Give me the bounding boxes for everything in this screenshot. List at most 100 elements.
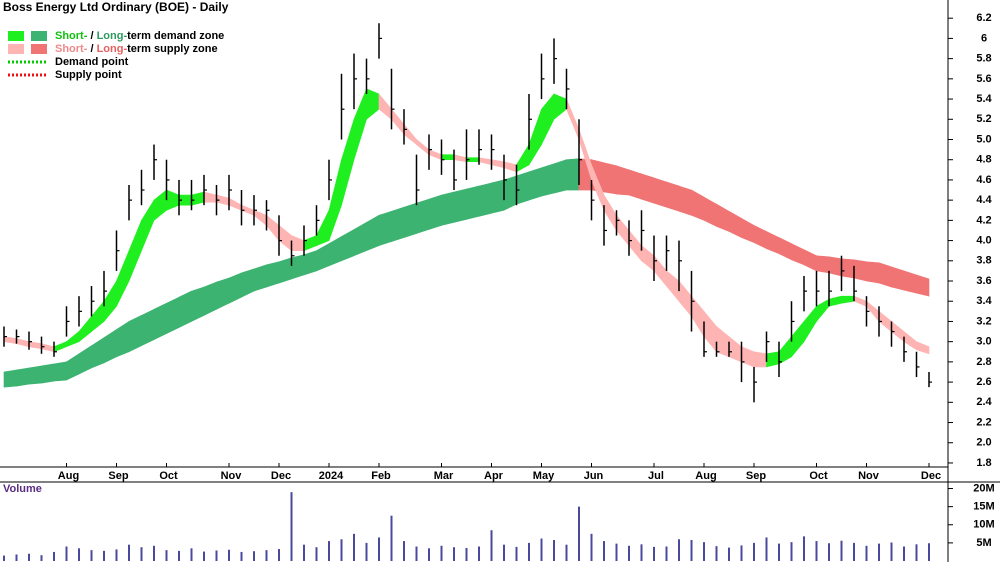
y-tick-label: 3.6 <box>976 275 991 287</box>
y-tick-label: 5.8 <box>976 53 991 65</box>
chart-title: Boss Energy Ltd Ordinary (BOE) - Daily <box>3 0 229 14</box>
long-term-zone <box>841 258 855 279</box>
y-tick-label: 5M <box>976 537 991 549</box>
volume-bar <box>203 551 205 561</box>
volume-bar <box>765 537 768 561</box>
volume-bar <box>90 550 93 561</box>
x-tick-label: Sep <box>108 470 128 482</box>
legend-part: Supply point <box>55 69 122 81</box>
volume-bar <box>553 539 555 561</box>
volume-bar <box>628 545 630 561</box>
legend-part: Short- <box>55 30 88 42</box>
y-tick-label: 2.6 <box>976 376 991 388</box>
long-term-zone <box>416 198 430 234</box>
long-term-zone <box>916 274 930 297</box>
long-term-zone <box>191 286 205 322</box>
long-term-zone <box>178 290 192 328</box>
y-tick-label: 15M <box>973 501 994 513</box>
legend-part: Short- <box>55 43 88 55</box>
volume-bar <box>115 549 118 561</box>
long-term-zone <box>616 165 630 196</box>
volume-bar <box>740 545 743 561</box>
y-tick-label: 2.2 <box>976 416 991 428</box>
short-term-zone <box>916 341 930 355</box>
volume-bar <box>903 546 905 561</box>
y-tick-label: 20M <box>973 482 994 494</box>
long-term-zone <box>453 188 467 223</box>
long-term-zone <box>466 185 480 220</box>
volume-bar <box>640 544 643 561</box>
y-tick-label: 3.0 <box>976 336 991 348</box>
volume-bar <box>53 551 55 561</box>
volume-bar <box>353 533 355 561</box>
legend-swatch <box>8 44 24 54</box>
legend-part: term supply zone <box>127 43 217 55</box>
long-term-zone <box>166 296 180 335</box>
x-tick-label: Dec <box>921 470 941 482</box>
short-term-zone <box>441 154 455 161</box>
x-tick-label: Nov <box>858 470 880 482</box>
long-term-zone <box>153 302 167 341</box>
long-term-zone <box>891 266 905 291</box>
legend-label: Supply point <box>55 69 122 81</box>
long-term-zone <box>203 281 217 316</box>
volume-bar <box>190 548 193 561</box>
volume-bar <box>490 530 493 561</box>
volume-bar <box>128 544 130 561</box>
y-tick-label: 4.8 <box>976 154 991 166</box>
long-term-zone <box>653 177 667 208</box>
volume-bar <box>890 542 893 561</box>
y-tick-label: 6 <box>981 32 987 44</box>
x-tick-label: Feb <box>371 470 391 482</box>
long-term-zone <box>378 210 392 247</box>
x-tick-label: Sep <box>746 470 766 482</box>
y-tick-label: 1.8 <box>976 457 991 469</box>
volume-bar <box>453 547 455 561</box>
volume-bar <box>590 533 593 561</box>
x-tick-label: Nov <box>221 470 243 482</box>
long-term-zone <box>128 314 142 353</box>
volume-bar <box>540 538 543 561</box>
long-term-zone <box>253 264 267 292</box>
volume-bar <box>153 545 155 561</box>
legend-swatch <box>31 31 47 41</box>
long-term-zone <box>828 256 842 277</box>
volume-bar <box>278 549 280 561</box>
long-term-zone <box>28 365 42 385</box>
long-term-zone <box>641 173 655 204</box>
legend-part: Long- <box>97 30 128 42</box>
y-tick-label: 5.2 <box>976 113 991 125</box>
long-term-zone <box>41 363 55 384</box>
legend-label: Short- / Long-term supply zone <box>55 43 218 55</box>
long-term-zone <box>603 162 617 195</box>
volume-bar <box>103 550 105 561</box>
volume-bar <box>728 547 730 561</box>
volume-bar <box>290 492 293 561</box>
volume-bar <box>690 539 693 561</box>
volume-bar <box>265 550 268 561</box>
volume-bar <box>928 543 930 561</box>
long-term-zone <box>528 167 542 201</box>
volume-bar <box>578 506 580 561</box>
volume-bar <box>865 545 868 561</box>
volume-bar <box>415 546 418 561</box>
long-term-zone <box>503 175 517 211</box>
long-term-zone <box>541 163 555 197</box>
volume-bar <box>253 551 255 561</box>
legend-label: Demand point <box>55 56 129 68</box>
y-tick-label: 2.8 <box>976 356 991 368</box>
volume-bar <box>703 542 705 561</box>
volume-bar <box>40 555 43 561</box>
y-tick-label: 4.0 <box>976 234 991 246</box>
long-term-zone <box>478 182 492 217</box>
long-term-zone <box>878 262 892 288</box>
legend-swatch <box>8 31 24 41</box>
y-tick-label: 10M <box>973 519 994 531</box>
long-term-zone <box>553 159 567 194</box>
volume-bar <box>378 537 380 561</box>
legend-part: / <box>87 43 96 55</box>
long-term-zone <box>266 261 280 288</box>
